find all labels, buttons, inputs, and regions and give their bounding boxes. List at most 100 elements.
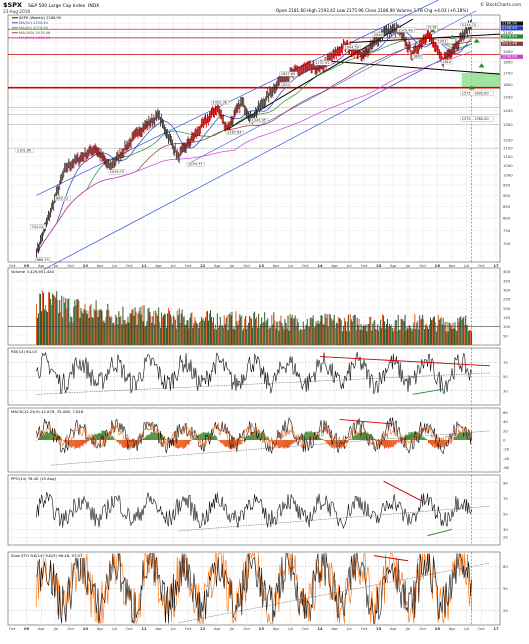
macd-histogram-bar bbox=[145, 437, 146, 440]
volume-bar bbox=[221, 326, 222, 345]
macd-histogram-bar bbox=[165, 439, 166, 440]
macd-histogram-bar bbox=[212, 435, 213, 440]
volume-bar bbox=[386, 324, 387, 345]
price-tick-label: 750 bbox=[503, 228, 511, 233]
x-tick-label: Oct bbox=[478, 626, 485, 631]
macd-histogram-bar bbox=[407, 435, 408, 440]
volume-bar bbox=[450, 323, 451, 345]
volume-bar bbox=[445, 322, 446, 345]
volume-bar bbox=[263, 322, 264, 345]
macd-histogram-bar bbox=[117, 440, 118, 442]
volume-bar bbox=[347, 321, 348, 345]
macd-histogram-bar bbox=[370, 435, 371, 440]
volume-bar bbox=[165, 314, 166, 345]
macd-histogram-bar bbox=[392, 440, 393, 447]
volume-bar bbox=[359, 319, 360, 345]
volume-bar bbox=[391, 325, 392, 345]
volume-bar bbox=[262, 323, 263, 345]
volume-bar bbox=[222, 325, 223, 345]
volume-bar bbox=[296, 326, 297, 345]
volume-bar bbox=[408, 325, 409, 345]
volume-bar bbox=[284, 319, 285, 345]
volume-bar bbox=[225, 324, 226, 345]
panel-label: PPO(14) 76.40 (19 Aug) bbox=[11, 476, 57, 481]
macd-histogram-bar bbox=[111, 435, 112, 440]
volume-bar bbox=[180, 323, 181, 345]
volume-bar bbox=[438, 315, 439, 345]
macd-histogram-bar bbox=[48, 433, 49, 440]
macd-histogram-bar bbox=[118, 440, 119, 443]
macd-histogram-bar bbox=[394, 440, 395, 445]
macd-histogram-bar bbox=[323, 439, 324, 440]
macd-histogram-bar bbox=[203, 432, 204, 440]
macd-histogram-bar bbox=[288, 440, 289, 448]
volume-bar bbox=[151, 323, 152, 345]
volume-bar bbox=[192, 328, 193, 345]
volume-bar bbox=[81, 311, 82, 345]
x-tick-label: 09 bbox=[24, 263, 30, 268]
volume-bar bbox=[465, 316, 466, 345]
rsi-tick-label: 70 bbox=[503, 360, 508, 365]
volume-bar bbox=[65, 298, 66, 345]
x-tick-label: Oct bbox=[302, 263, 309, 268]
volume-bar bbox=[368, 324, 369, 345]
macd-histogram-bar bbox=[246, 437, 247, 440]
volume-bar bbox=[297, 319, 298, 345]
volume-bar bbox=[106, 310, 107, 345]
price-tick-label: 1400 bbox=[503, 108, 513, 113]
volume-bar bbox=[356, 330, 357, 345]
volume-bar bbox=[369, 317, 370, 345]
macd-histogram-bar bbox=[352, 436, 353, 440]
volume-bar bbox=[331, 318, 332, 345]
volume-bar bbox=[448, 332, 449, 345]
volume-bar bbox=[82, 313, 83, 345]
x-tick-label: Apr bbox=[390, 626, 397, 631]
volume-bar bbox=[287, 329, 288, 345]
macd-histogram-bar bbox=[398, 440, 399, 442]
volume-tick-label: 150 bbox=[503, 315, 511, 320]
macd-histogram-bar bbox=[459, 433, 460, 440]
volume-bar bbox=[322, 316, 323, 345]
volume-bar bbox=[423, 319, 424, 345]
volume-bar bbox=[452, 329, 453, 345]
macd-histogram-bar bbox=[47, 431, 48, 440]
volume-bar bbox=[304, 329, 305, 345]
volume-bar bbox=[425, 325, 426, 345]
volume-bar bbox=[260, 324, 261, 345]
macd-histogram-bar bbox=[204, 432, 205, 440]
x-tick-label: Apr bbox=[155, 263, 162, 268]
x-tick-label: Jul bbox=[229, 263, 235, 268]
volume-bar bbox=[223, 327, 224, 345]
macd-histogram-bar bbox=[151, 432, 152, 440]
macd-histogram-bar bbox=[248, 435, 249, 440]
volume-bar bbox=[270, 327, 271, 345]
macd-histogram-bar bbox=[350, 439, 351, 440]
volume-bar bbox=[110, 317, 111, 345]
volume-bar bbox=[460, 316, 461, 345]
macd-histogram-bar bbox=[291, 440, 292, 445]
volume-bar bbox=[200, 321, 201, 345]
macd-histogram-bar bbox=[110, 437, 111, 440]
volume-bar bbox=[56, 291, 57, 345]
volume-bar bbox=[182, 310, 183, 345]
volume-bar bbox=[211, 317, 212, 345]
macd-histogram-bar bbox=[408, 432, 409, 440]
volume-bar bbox=[375, 329, 376, 345]
x-tick-label: 11 bbox=[141, 263, 147, 268]
macd-histogram-bar bbox=[385, 440, 386, 448]
volume-bar bbox=[294, 318, 295, 345]
price-tick-label: 1900 bbox=[503, 49, 513, 54]
volume-bar bbox=[441, 317, 442, 345]
macd-histogram-bar bbox=[306, 432, 307, 440]
volume-bar bbox=[325, 313, 326, 345]
volume-bar bbox=[141, 314, 142, 345]
macd-histogram-bar bbox=[353, 436, 354, 440]
macd-histogram-bar bbox=[285, 440, 286, 447]
volume-bar bbox=[452, 323, 453, 345]
volume-bar bbox=[74, 300, 75, 345]
x-tick-label: 10 bbox=[83, 626, 89, 631]
price-annotation: 1904.59 bbox=[344, 46, 358, 50]
macd-histogram-bar bbox=[152, 433, 153, 440]
macd-histogram-bar bbox=[389, 440, 390, 447]
macd-histogram-bar bbox=[149, 434, 150, 440]
